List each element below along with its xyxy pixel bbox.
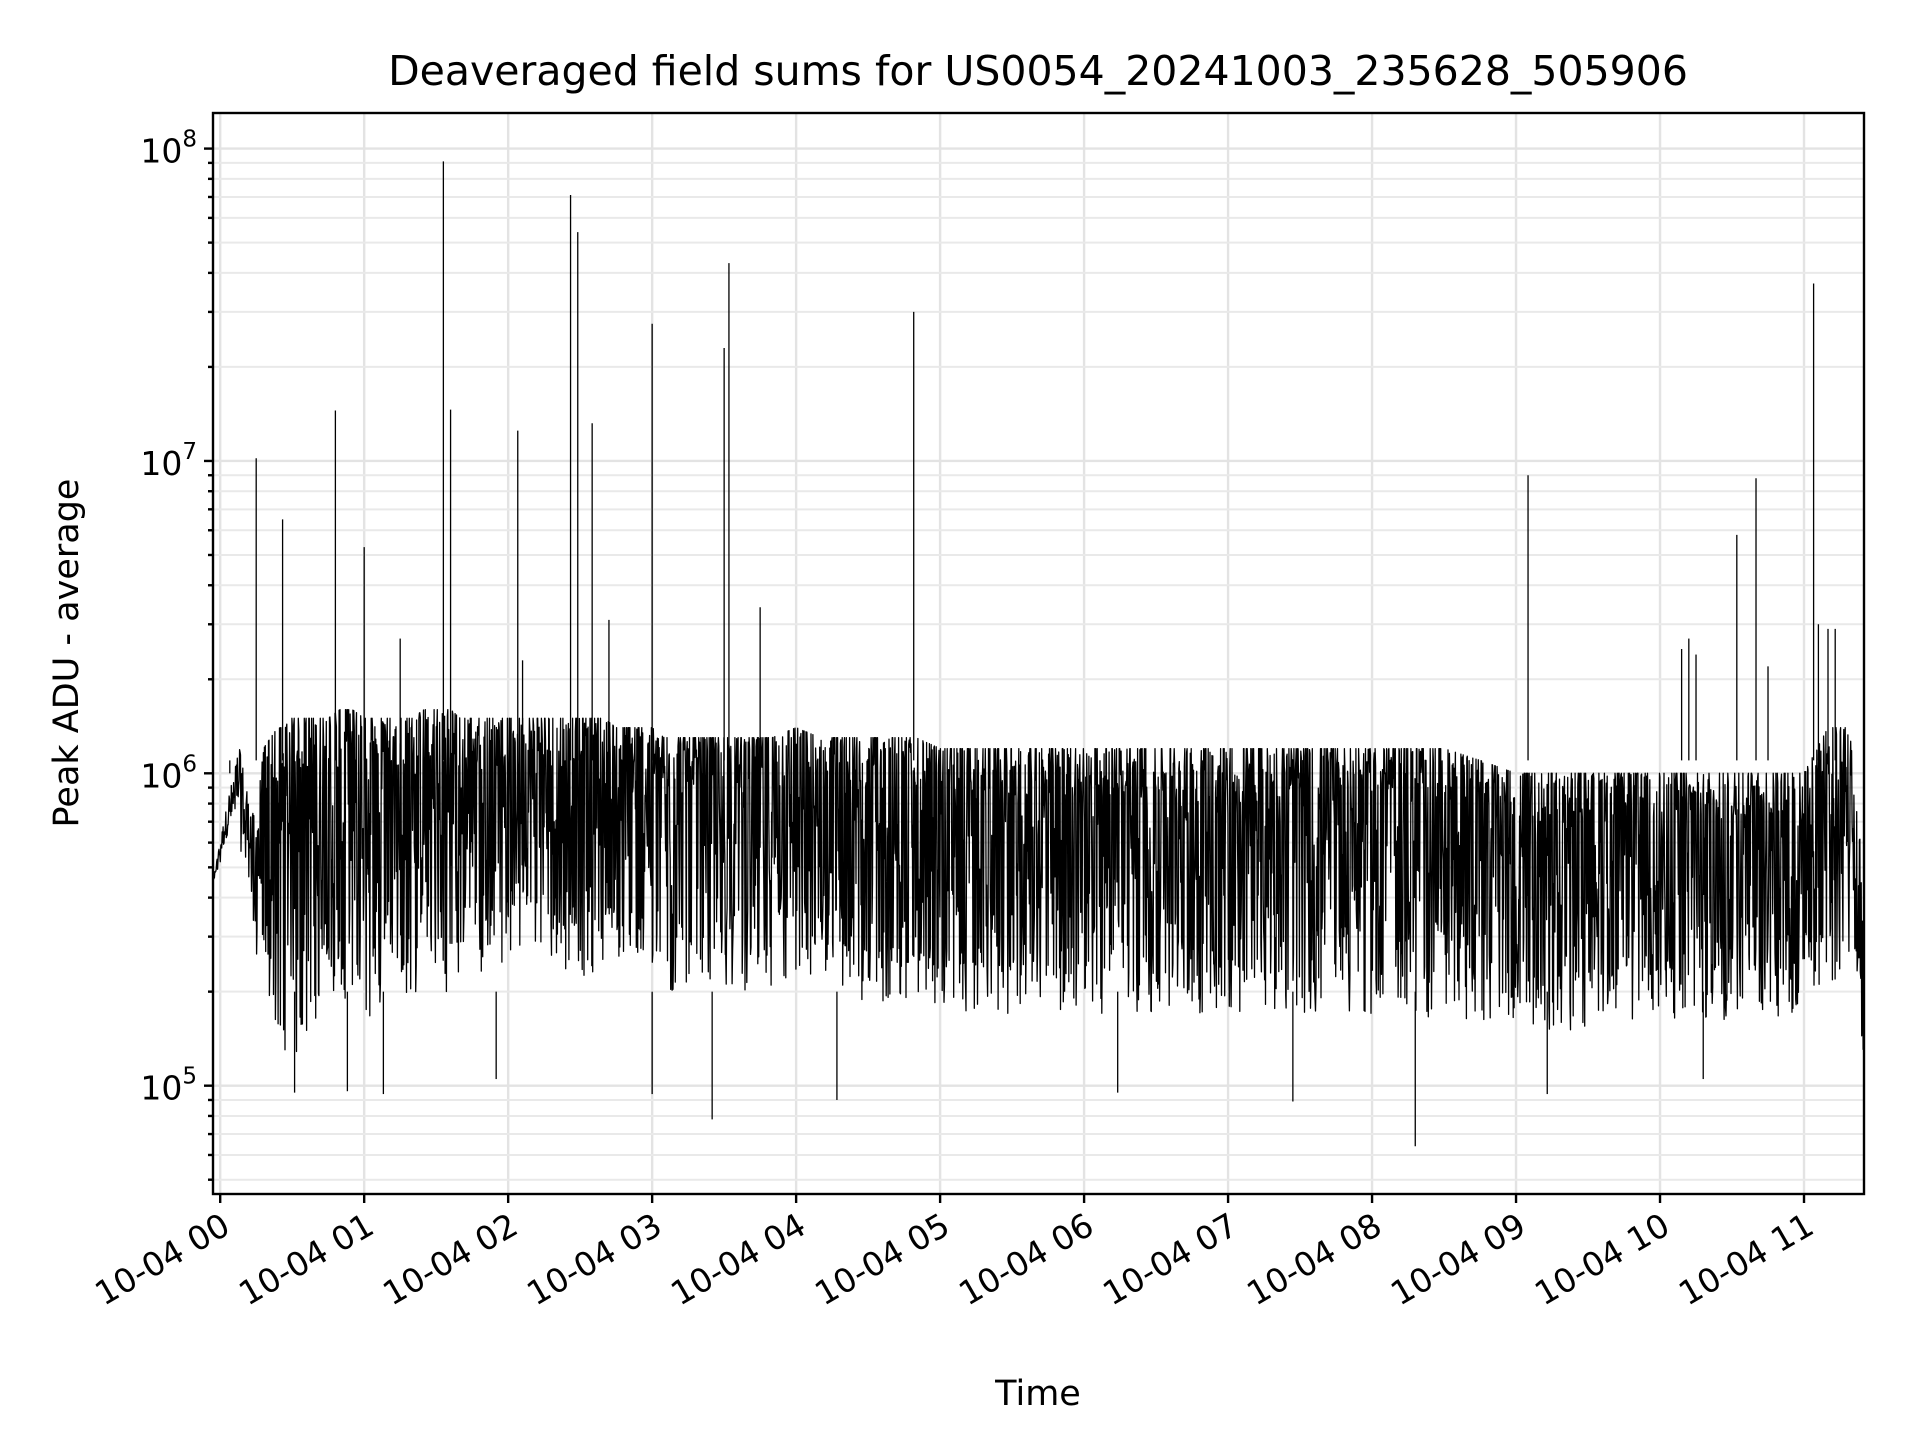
- y-tick-label: 105: [140, 1064, 197, 1108]
- y-axis-label: Peak ADU - average: [47, 479, 87, 828]
- x-tick-label: 10-04 00: [88, 1205, 236, 1313]
- x-tick-label: 10-04 02: [376, 1205, 524, 1313]
- grid: [213, 113, 1864, 1194]
- data-series-line: [212, 708, 1865, 1053]
- x-tick-label: 10-04 07: [1096, 1205, 1244, 1313]
- chart-title: Deaveraged field sums for US0054_2024100…: [388, 47, 1688, 95]
- x-tick-label: 10-04 10: [1528, 1205, 1676, 1313]
- y-tick-label: 106: [140, 751, 197, 795]
- x-tick-label: 10-04 06: [952, 1205, 1100, 1313]
- x-axis-label: Time: [994, 1374, 1081, 1414]
- x-tick-label: 10-04 09: [1384, 1205, 1532, 1313]
- x-tick-label: 10-04 01: [232, 1205, 380, 1313]
- plot-frame: [211, 111, 1866, 1196]
- x-tick-label: 10-04 11: [1672, 1205, 1820, 1313]
- plot-area: [212, 161, 1865, 1147]
- y-tick-label: 108: [140, 127, 197, 171]
- x-tick-label: 10-04 05: [808, 1205, 956, 1313]
- x-tick-label: 10-04 08: [1240, 1205, 1388, 1313]
- y-tick-label: 107: [140, 439, 197, 483]
- x-tick-label: 10-04 03: [520, 1205, 668, 1313]
- x-tick-label: 10-04 04: [664, 1205, 812, 1313]
- y-axis: 105 106 107 108: [140, 127, 213, 1181]
